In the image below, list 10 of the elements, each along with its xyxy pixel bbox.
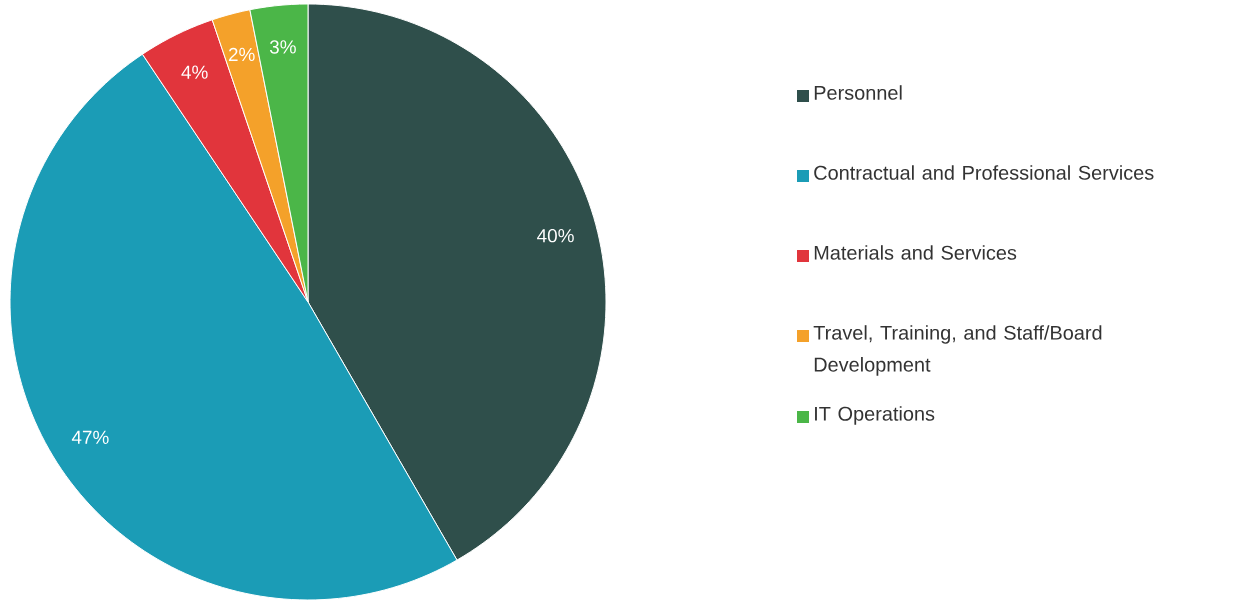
legend-label: IT Operations [815,406,935,425]
data-label: 40% [537,228,574,243]
data-label: 3% [269,40,296,54]
legend-label: Materials and Services [814,245,1017,260]
legend-label: Contractual and Professional Services [814,165,1154,180]
data-label: 2% [228,47,255,62]
data-label: 47% [71,430,109,444]
legend-label: Travel, Training, and Staff/Board Development [813,325,1102,376]
data-label: 4% [181,65,208,79]
legend-label: Personnel [814,85,902,100]
